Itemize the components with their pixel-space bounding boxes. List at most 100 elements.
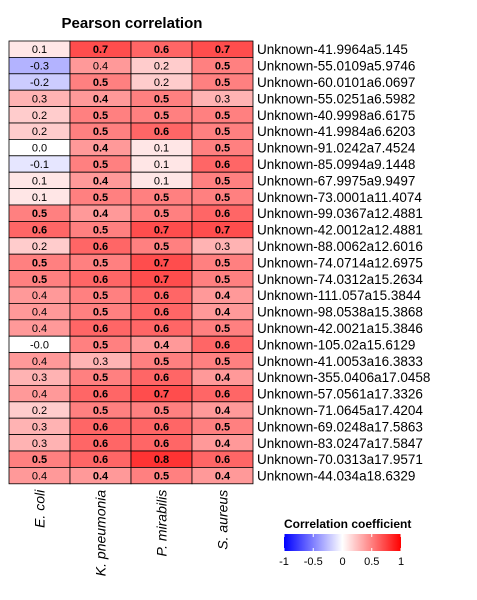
cell-value-label: 0.1	[154, 159, 169, 171]
cell-value-label: 0.5	[93, 339, 108, 351]
cell-value-label: 0.3	[93, 356, 108, 368]
cell-value-label: 0.4	[93, 471, 109, 483]
cell-value-label: 0.4	[93, 93, 109, 105]
cell-value-label: 0.3	[32, 438, 47, 450]
row-label: Unknown-111.057a15.3844	[257, 288, 421, 303]
cell-value-label: -0.3	[30, 61, 49, 73]
cell-value-label: 0.4	[93, 143, 109, 155]
cell-value-label: 0.6	[93, 389, 108, 401]
cell-value-label: 0.5	[154, 471, 169, 483]
row-label: Unknown-42.0012a12.4881	[257, 223, 423, 238]
cell-value-label: 0.6	[215, 389, 230, 401]
row-label: Unknown-99.0367a12.4881	[257, 206, 423, 221]
cell-value-label: 0.5	[32, 208, 47, 220]
cell-value-label: 0.7	[215, 44, 230, 56]
column-label: E. coli	[32, 489, 48, 528]
cell-value-label: 0.6	[154, 323, 169, 335]
cell-value-label: 0.5	[215, 274, 230, 286]
cell-value-label: 0.5	[215, 61, 230, 73]
row-label: Unknown-55.0109a5.9746	[257, 59, 415, 74]
chart-title: Pearson correlation	[62, 15, 203, 32]
cell-value-label: 0.5	[215, 356, 230, 368]
cell-value-label: 0.1	[32, 44, 47, 56]
row-label: Unknown-74.0714a12.6975	[257, 255, 423, 270]
cell-value-label: 0.5	[32, 257, 47, 269]
cell-value-label: 0.4	[215, 290, 231, 302]
row-label: Unknown-70.0313a17.9571	[257, 452, 423, 467]
cell-value-label: 0.1	[32, 175, 47, 187]
cell-value-label: 0.6	[154, 126, 169, 138]
cell-value-label: 0.6	[154, 421, 169, 433]
cell-value-label: 0.6	[215, 208, 230, 220]
cell-value-label: 0.6	[154, 438, 169, 450]
legend-tick-label: 0.5	[364, 556, 379, 568]
cell-value-label: 0.5	[215, 175, 230, 187]
cell-value-label: 0.5	[93, 290, 108, 302]
cell-value-label: 0.6	[215, 339, 230, 351]
cell-value-label: 0.5	[93, 77, 108, 89]
cell-value-label: 0.5	[93, 110, 108, 122]
cell-value-label: 0.2	[32, 241, 47, 253]
cell-value-label: 0.2	[32, 405, 47, 417]
cell-value-label: 0.2	[154, 61, 169, 73]
cell-value-label: 0.4	[32, 471, 47, 483]
cell-value-label: 0.4	[32, 356, 47, 368]
cell-value-label: 0.5	[32, 274, 47, 286]
row-label: Unknown-41.0053a16.3833	[257, 354, 423, 369]
heatmap-cell	[191, 466, 254, 485]
cell-value-label: 0.6	[93, 323, 108, 335]
cell-value-label: 0.6	[154, 290, 169, 302]
cell-value-label: 0.6	[154, 372, 169, 384]
cell-value-label: 0.6	[93, 274, 108, 286]
cell-value-label: 0.4	[32, 290, 47, 302]
cell-value-label: 0.6	[93, 421, 108, 433]
cell-value-label: 0.5	[154, 192, 169, 204]
cell-value-label: 0.6	[154, 307, 169, 319]
row-label: Unknown-71.0645a17.4204	[257, 403, 423, 418]
cell-value-label: 0.5	[154, 93, 169, 105]
cell-value-label: 0.5	[93, 405, 108, 417]
cell-value-label: 0.5	[215, 192, 230, 204]
cell-value-label: 0.5	[93, 159, 108, 171]
legend-tick-label: -1	[279, 556, 289, 568]
cell-value-label: 0.5	[154, 110, 169, 122]
cell-value-label: 0.6	[154, 44, 169, 56]
column-label: P. mirabilis	[154, 490, 170, 557]
cell-value-label: 0.3	[215, 241, 230, 253]
cell-value-label: 0.0	[32, 143, 47, 155]
cell-value-label: 0.4	[32, 389, 47, 401]
cell-value-label: 0.3	[32, 421, 47, 433]
row-label: Unknown-88.0062a12.6016	[257, 239, 423, 254]
legend-tick-label: -0.5	[304, 556, 323, 568]
cell-value-label: 0.6	[215, 159, 230, 171]
cell-value-label: 0.5	[154, 405, 169, 417]
cell-value-label: 0.7	[93, 44, 108, 56]
cell-value-label: 0.1	[154, 175, 169, 187]
cell-value-label: -0.0	[30, 339, 49, 351]
cell-value-label: 0.3	[32, 93, 47, 105]
cell-value-label: 0.4	[215, 405, 231, 417]
cell-value-label: 0.5	[93, 192, 108, 204]
cell-value-label: 0.2	[32, 110, 47, 122]
cell-value-label: 0.1	[154, 143, 169, 155]
cell-value-label: 0.4	[154, 339, 170, 351]
cell-value-label: 0.6	[215, 454, 230, 466]
column-label: S. aureus	[215, 490, 231, 550]
cell-value-label: 0.2	[32, 126, 47, 138]
row-labels: Unknown-41.9964a5.145 Unknown-55.0109a5.9…	[257, 42, 430, 483]
cell-value-label: 0.4	[32, 323, 47, 335]
cell-value-label: 0.1	[32, 192, 47, 204]
cell-value-label: 0.5	[93, 126, 108, 138]
row-label: Unknown-41.9964a5.145	[257, 42, 408, 57]
row-label: Unknown-73.0001a11.4074	[257, 190, 422, 205]
row-label: Unknown-355.0406a17.0458	[257, 370, 430, 385]
cell-value-label: 0.4	[215, 372, 231, 384]
cell-value-label: 0.5	[154, 356, 169, 368]
legend-tick-label: 0	[339, 556, 345, 568]
cell-value-label: 0.4	[93, 61, 108, 73]
cell-value-label: 0.4	[215, 438, 231, 450]
cell-value-label: 0.5	[215, 257, 230, 269]
cell-value-label: 0.5	[215, 126, 230, 138]
column-labels: E. coli K. pneumonia P. mirabilis S. aureus	[32, 489, 231, 576]
